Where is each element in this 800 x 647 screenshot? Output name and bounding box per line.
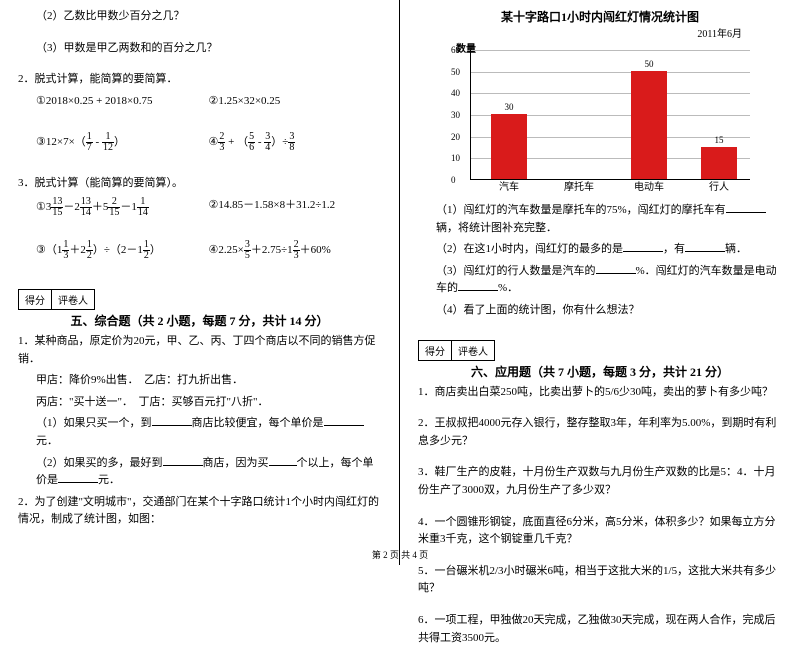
p2-c: ③12×7×（17 - 112） xyxy=(36,132,209,153)
a6: 6．一项工程，甲独做20天完成，乙独做30天完成，现在两人合作，完成后共得工资3… xyxy=(418,612,782,647)
p3-a: ①31315－21314＋5215－1114 xyxy=(36,197,209,218)
a4: 4．一个圆锥形钢锭，底面直径6分米，高5分米，体积多少？如果每立方分米重3千克，… xyxy=(418,514,782,549)
p2-d: ④23 + （56 - 34）÷38 xyxy=(209,132,382,153)
p3-c: ③（113＋212）÷（2－112） xyxy=(36,240,209,261)
s5-1c: （1）如果只买一个，到商店比较便宜，每个单价是元． xyxy=(18,415,381,450)
q2-3: （3）甲数是甲乙两数和的百分之几？ xyxy=(18,40,381,58)
a1: 1．商店卖出白菜250吨，比卖出萝卜的5/6少30吨，卖出的萝卜有多少吨？ xyxy=(418,384,782,402)
chart-date: 2011年6月 xyxy=(418,25,782,40)
a5: 5．一台碾米机2/3小时碾米6吨，相当于这批大米的1/5，这批大米共有多少吨？ xyxy=(418,563,782,598)
s5-2: 2．为了创建"文明城市"，交通部门在某个十字路口统计1个小时内闯红灯的情况，制成… xyxy=(18,494,381,529)
a2: 2．王叔叔把4000元存入银行，整存整取3年，年利率为5.00%，到期时有利息多… xyxy=(418,415,782,450)
bar-chart: 数量 010203040506030汽车摩托车50电动车15行人 xyxy=(430,44,770,194)
s5-1b: 丙店："买十送一"． 丁店：买够百元打"八折"． xyxy=(18,394,381,412)
s5-1: 1．某种商品，原定价为20元，甲、乙、丙、丁四个商店以不同的销售方促销． xyxy=(18,333,381,368)
section-5-title: 五、综合题（共 2 小题，每题 7 分，共计 14 分） xyxy=(18,312,381,329)
s5-1d: （2）如果买的多，最好到商店，因为买个以上，每个单价是元． xyxy=(18,455,381,490)
section-6-title: 六、应用题（共 7 小题，每题 3 分，共计 21 分） xyxy=(418,363,782,380)
r1: （1）闯红灯的汽车数量是摩托车的75%，闯红灯的摩托车有辆，将统计图补充完整． xyxy=(418,202,782,237)
p2-title: 2．脱式计算，能简算的要简算． xyxy=(18,71,381,89)
p2-a: ①2018×0.25 + 2018×0.75 xyxy=(36,93,209,111)
s5-1a: 甲店：降价9%出售． 乙店：打九折出售． xyxy=(18,372,381,390)
r4: （4）看了上面的统计图，你有什么想法？ xyxy=(418,302,782,320)
chart-title: 某十字路口1小时内闯红灯情况统计图 xyxy=(418,8,782,25)
p3-d: ④2.25×35＋2.75÷123＋60% xyxy=(209,240,382,261)
r2: （2）在这1小时内，闯红灯的最多的是，有辆． xyxy=(418,241,782,259)
score-box: 得分评卷人 xyxy=(18,289,95,310)
p3-b: ②14.85－1.58×8＋31.2÷1.2 xyxy=(209,197,382,218)
q2-2: （2）乙数比甲数少百分之几？ xyxy=(18,8,381,26)
page-footer: 第 2 页 共 4 页 xyxy=(0,548,800,561)
r3: （3）闯红灯的行人数量是汽车的%．闯红灯的汽车数量是电动车的%． xyxy=(418,263,782,298)
a3: 3．鞋厂生产的皮鞋，十月份生产双数与九月份生产双数的比是5：4．十月份生产了30… xyxy=(418,464,782,499)
p2-b: ②1.25×32×0.25 xyxy=(209,93,382,111)
p3-title: 3．脱式计算（能简算的要简算）。 xyxy=(18,175,381,193)
score-box-2: 得分评卷人 xyxy=(418,340,495,361)
